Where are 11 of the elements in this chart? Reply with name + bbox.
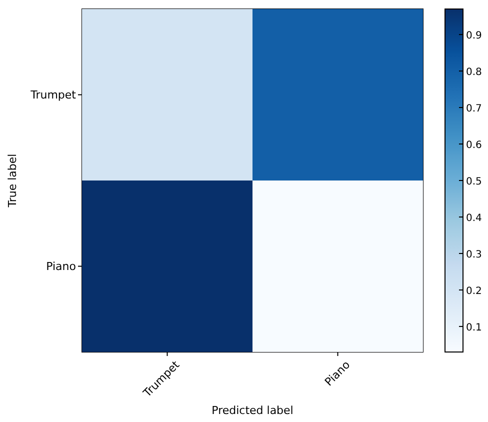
color-bar-label: 0.6: [466, 140, 482, 152]
color-bar-label: 0.4: [466, 212, 482, 224]
color-bar-label: 0.8: [466, 67, 482, 78]
color-bar-label: 0.2: [466, 286, 482, 297]
color-bar-label: 0.7: [466, 104, 482, 115]
color-bar-label: 0.5: [466, 176, 482, 188]
color-bar-label: 0.9: [466, 30, 482, 42]
y-axis-title: True label: [6, 154, 19, 208]
x-axis-title: Predicted label: [212, 404, 294, 417]
color-bar-label: 0.1: [466, 322, 482, 334]
color-bar-label: 0.3: [466, 249, 482, 260]
